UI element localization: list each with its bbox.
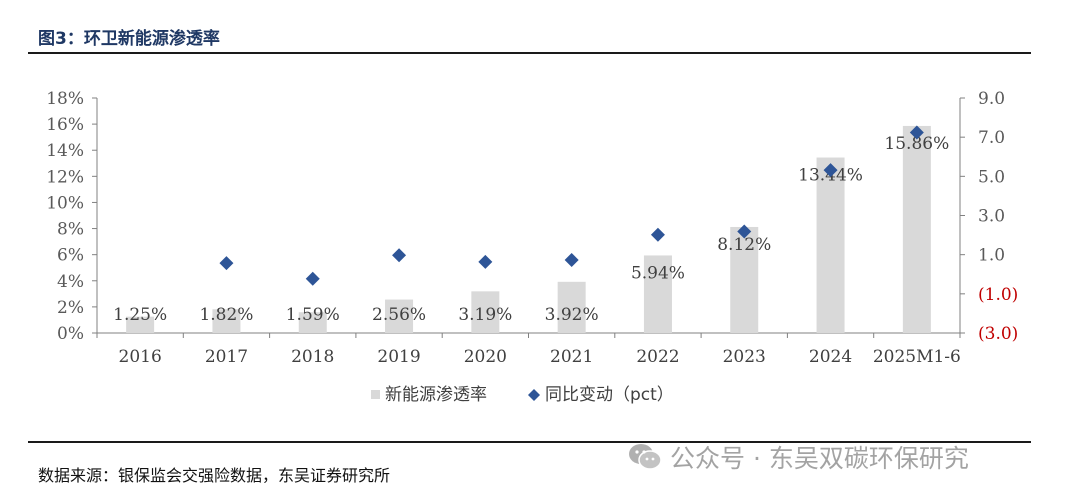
bar (471, 291, 500, 333)
yoy-change-marker (305, 271, 320, 286)
yoy-change-marker (392, 248, 407, 263)
left-tick-label: 14% (46, 141, 84, 161)
left-tick-label: 6% (57, 246, 84, 266)
bar (385, 299, 414, 333)
bar-data-label: 1.59% (286, 305, 340, 325)
legend-label-marker: 同比变动（pct） (545, 385, 674, 405)
yoy-change-marker (219, 256, 234, 271)
yoy-change-marker (478, 254, 493, 269)
bar (902, 125, 931, 333)
yoy-change-marker (650, 227, 665, 242)
bar-data-label: 1.82% (199, 305, 253, 325)
category-label: 2024 (809, 347, 852, 367)
left-tick-label: 8% (57, 220, 84, 240)
bar-data-label: 5.94% (631, 263, 685, 283)
bar (643, 255, 672, 333)
yoy-change-marker (564, 252, 579, 267)
bar-data-label: 8.12% (717, 235, 771, 255)
right-tick-label: 7.0 (978, 128, 1005, 148)
left-tick-label: 16% (46, 115, 84, 135)
bar-data-label: 3.19% (458, 305, 512, 325)
figure-title: 图3：环卫新能源渗透率 (38, 29, 220, 49)
bar (212, 309, 241, 333)
category-label: 2016 (119, 347, 162, 367)
bottom-rule (28, 441, 1031, 443)
category-label: 2022 (636, 347, 679, 367)
left-tick-label: 4% (57, 272, 84, 292)
bar-data-label: 1.25% (113, 305, 167, 325)
right-tick-label: 1.0 (978, 246, 1005, 266)
left-tick-label: 0% (57, 324, 84, 344)
left-tick-label: 10% (46, 193, 84, 213)
legend-label-bar: 新能源渗透率 (385, 385, 487, 405)
legend-swatch-marker (528, 389, 540, 401)
chart: 0% 2% 4% 6% 8% 10% 12% 14% 16% 18% (3.0) (1.0) 1.0 3.… (46, 89, 1018, 405)
category-label: 2025M1-6 (873, 347, 961, 367)
right-tick-label: 9.0 (978, 89, 1005, 109)
right-tick-label: 3.0 (978, 207, 1005, 227)
left-tick-label: 2% (57, 298, 84, 318)
right-tick-label: 5.0 (978, 167, 1005, 187)
bar-data-label: 3.92% (545, 305, 599, 325)
bar-data-label: 2.56% (372, 305, 426, 325)
wechat-icon (629, 444, 662, 470)
yoy-change-marker (737, 224, 752, 239)
category-label: 2018 (291, 347, 334, 367)
bar (298, 312, 327, 333)
left-tick-label: 12% (46, 167, 84, 187)
watermark: 公众号 · 东吴双碳环保研究 (628, 440, 969, 474)
category-label: 2023 (723, 347, 766, 367)
source-note: 数据来源：银保监会交强险数据，东吴证券研究所 (38, 466, 391, 485)
bar-data-label: 15.86% (884, 134, 949, 154)
category-label: 2017 (205, 347, 248, 367)
bar (816, 157, 845, 333)
top-rule (28, 52, 1031, 54)
category-label: 2021 (550, 347, 593, 367)
bar (557, 281, 586, 333)
right-tick-label: (1.0) (978, 285, 1018, 305)
bar (730, 226, 759, 333)
bar (126, 316, 155, 333)
category-label: 2019 (377, 347, 420, 367)
category-label: 2020 (464, 347, 507, 367)
yoy-change-marker (909, 125, 924, 140)
yoy-change-marker (823, 163, 838, 178)
legend-swatch-bar (371, 390, 380, 399)
left-tick-label: 18% (46, 89, 84, 109)
watermark-text: 公众号 · 东吴双碳环保研究 (670, 444, 969, 473)
right-tick-label: (3.0) (978, 324, 1018, 344)
